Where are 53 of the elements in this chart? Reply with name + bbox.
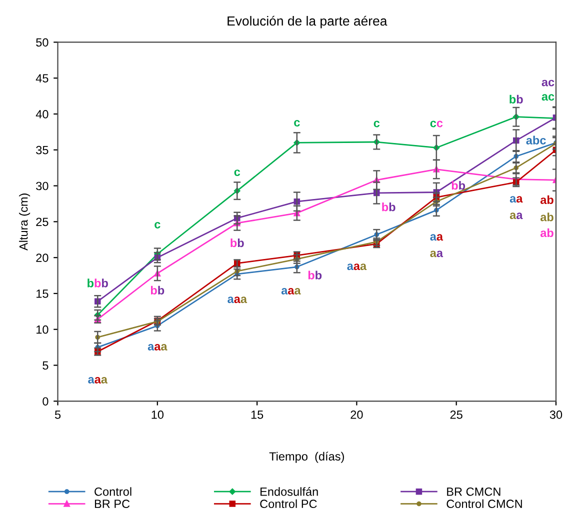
x-tick-label: 20 [350, 410, 363, 419]
y-tick-label: 25 [36, 218, 48, 226]
y-tick-label: 50 [36, 38, 48, 47]
y-tick-label: 20 [36, 254, 48, 262]
legend-label: BR CMCN [447, 487, 500, 496]
annotation: bb [452, 181, 466, 190]
annotation: aa [510, 212, 523, 220]
annotation: ab [540, 212, 554, 222]
annotation: aaa [148, 344, 168, 350]
annotation: ab [540, 228, 554, 238]
legend-label: Control [94, 487, 132, 496]
y-tick-label: 35 [36, 146, 48, 154]
annotation: aaa [347, 264, 367, 270]
annotation: c [374, 120, 380, 128]
annotation: aa [430, 234, 444, 241]
annotation: aa [430, 250, 444, 258]
annotation: bb [308, 270, 322, 280]
y-tick-label: 10 [36, 325, 48, 334]
x-tick-label: 10 [152, 410, 164, 419]
annotation: ac [542, 94, 554, 101]
x-tick-label: 25 [450, 410, 462, 419]
annotation: bb [510, 94, 523, 104]
annotation: bb [150, 286, 164, 294]
x-tick-label: 15 [251, 410, 264, 419]
annotation: bbb [88, 278, 108, 288]
annotation: bb [230, 238, 244, 248]
annotation: aaa [88, 377, 108, 384]
y-axis-title: Altura (cm) [19, 194, 30, 251]
annotation: ac [542, 80, 554, 86]
x-tick-label: 5 [54, 410, 61, 419]
y-tick-label: 30 [36, 182, 48, 190]
annotation: c [234, 170, 240, 176]
annotation: aa [510, 196, 523, 203]
y-tick-label: 5 [42, 361, 48, 370]
annotation: ab [540, 195, 554, 204]
annotation: cc [430, 120, 443, 128]
legend-label: Endosulfán [260, 487, 318, 496]
x-tick-label: 30 [550, 410, 562, 419]
y-tick-label: 40 [36, 110, 48, 118]
legend-label: Control PC [260, 499, 317, 508]
y-tick-label: 15 [36, 290, 48, 298]
annotation: aaa [228, 296, 248, 304]
y-tick-label: 0 [42, 397, 48, 406]
legend-label: Control CMCN [446, 499, 522, 508]
chart-title: Evolución de la parte aérea [228, 16, 388, 28]
x-axis-title: Tiempo (días) [269, 452, 344, 463]
legend-label: BR PC [94, 500, 130, 508]
annotation: aaa [281, 288, 301, 294]
annotation: c [294, 120, 300, 126]
annotation: bb [382, 202, 396, 212]
y-tick-label: 45 [36, 74, 48, 82]
annotation: abc [526, 136, 546, 144]
annotation: c [154, 222, 160, 228]
